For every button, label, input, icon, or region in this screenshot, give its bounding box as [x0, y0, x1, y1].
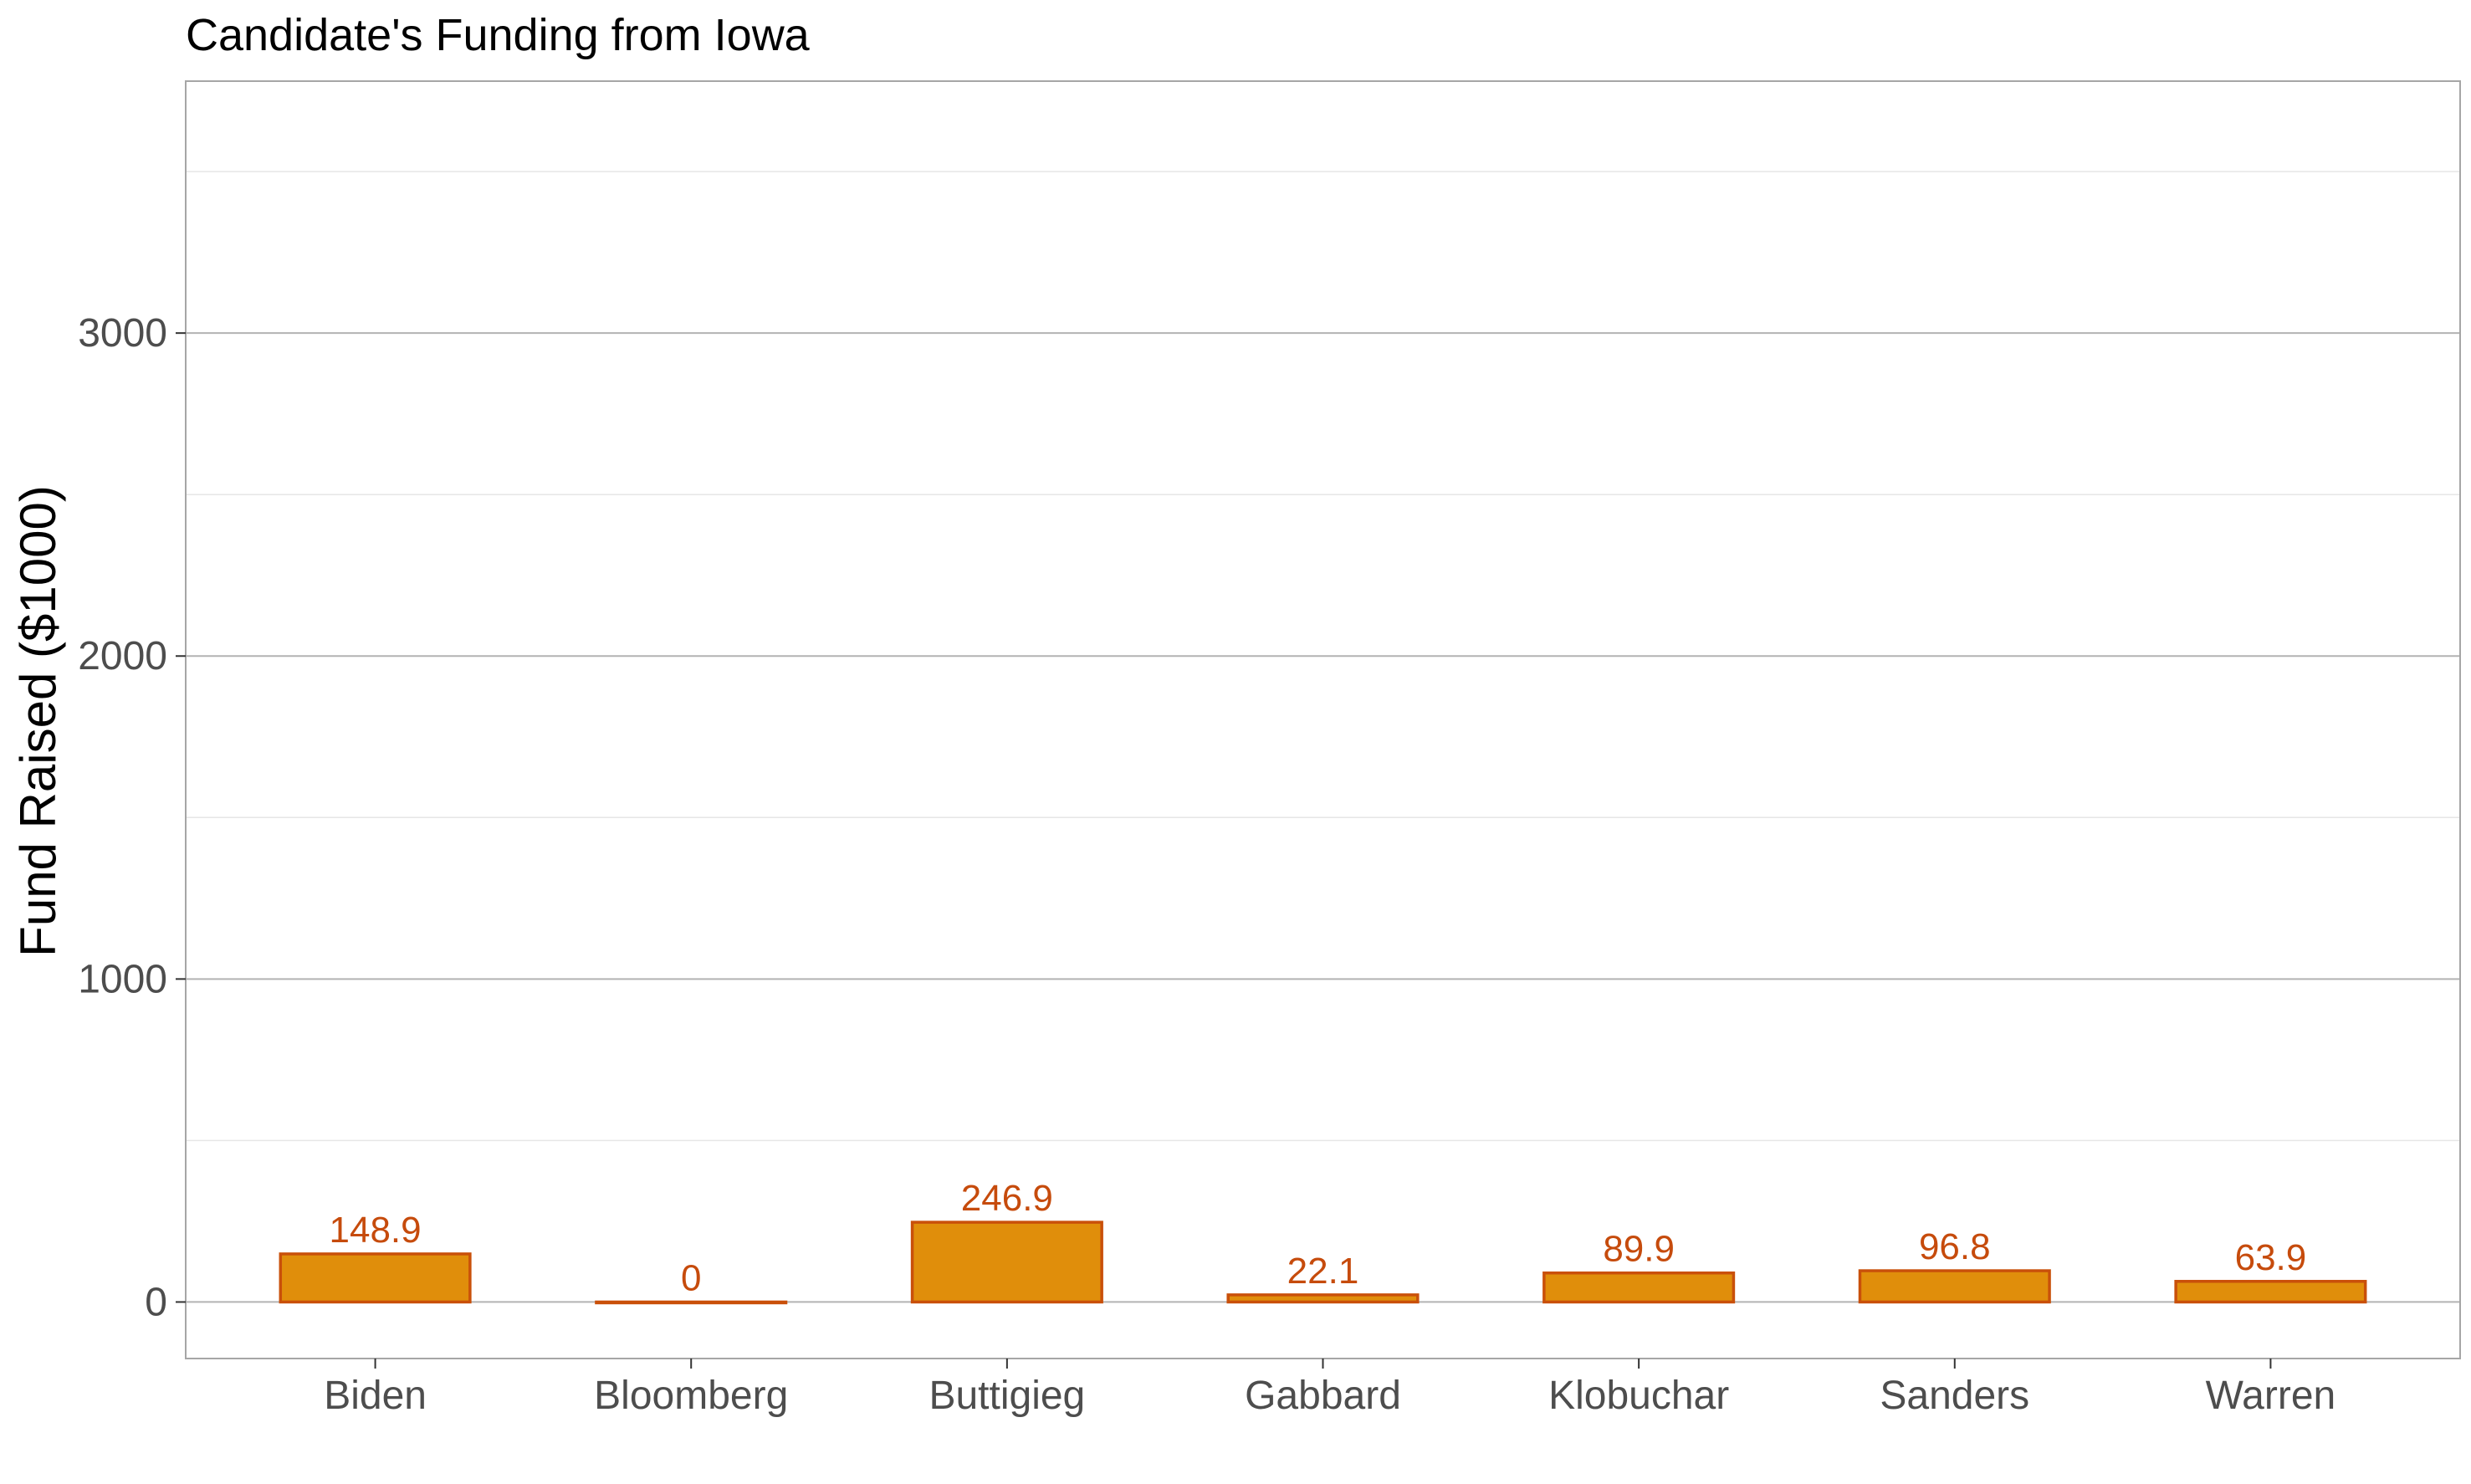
y-axis-title: Fund Raised ($1000) — [10, 485, 66, 957]
bar-value-label: 89.9 — [1603, 1229, 1675, 1270]
y-tick-label: 1000 — [78, 957, 167, 1001]
bar-value-label: 96.8 — [1919, 1226, 1991, 1267]
bar-value-label: 63.9 — [2235, 1237, 2307, 1278]
x-tick-label: Bloomberg — [594, 1374, 788, 1418]
x-tick-label: Gabbard — [1245, 1374, 1401, 1418]
bar-value-label: 148.9 — [330, 1210, 422, 1251]
axes: 0 1000 2000 3000 Biden Bloomberg Buttigieg Gabb… — [78, 311, 2335, 1418]
x-tick-label: Buttigieg — [929, 1374, 1085, 1418]
bar-value-label: 246.9 — [961, 1178, 1053, 1219]
bar — [2174, 1280, 2367, 1304]
gridlines — [186, 171, 2460, 1303]
bar — [1542, 1271, 1736, 1304]
chart-title: Candidate's Funding from Iowa — [186, 10, 811, 60]
x-tick-label: Sanders — [1880, 1374, 2029, 1418]
bar — [1226, 1293, 1420, 1304]
y-tick-label: 0 — [145, 1280, 167, 1324]
bar-value-label: 22.1 — [1287, 1251, 1359, 1292]
bar — [279, 1252, 472, 1304]
data-labels: 148.9 0 246.9 22.1 89.9 96.8 63.9 — [330, 1178, 2307, 1298]
x-tick-label: Warren — [2206, 1374, 2336, 1418]
bars — [279, 1220, 2367, 1305]
panel-border — [185, 80, 2461, 1359]
bar — [910, 1220, 1103, 1304]
x-tick-label: Klobuchar — [1548, 1374, 1729, 1418]
x-tick-label: Biden — [324, 1374, 427, 1418]
bar — [1858, 1269, 2051, 1304]
y-tick-label: 3000 — [78, 311, 167, 356]
bar-value-label: 0 — [681, 1257, 701, 1298]
y-tick-label: 2000 — [78, 634, 167, 678]
